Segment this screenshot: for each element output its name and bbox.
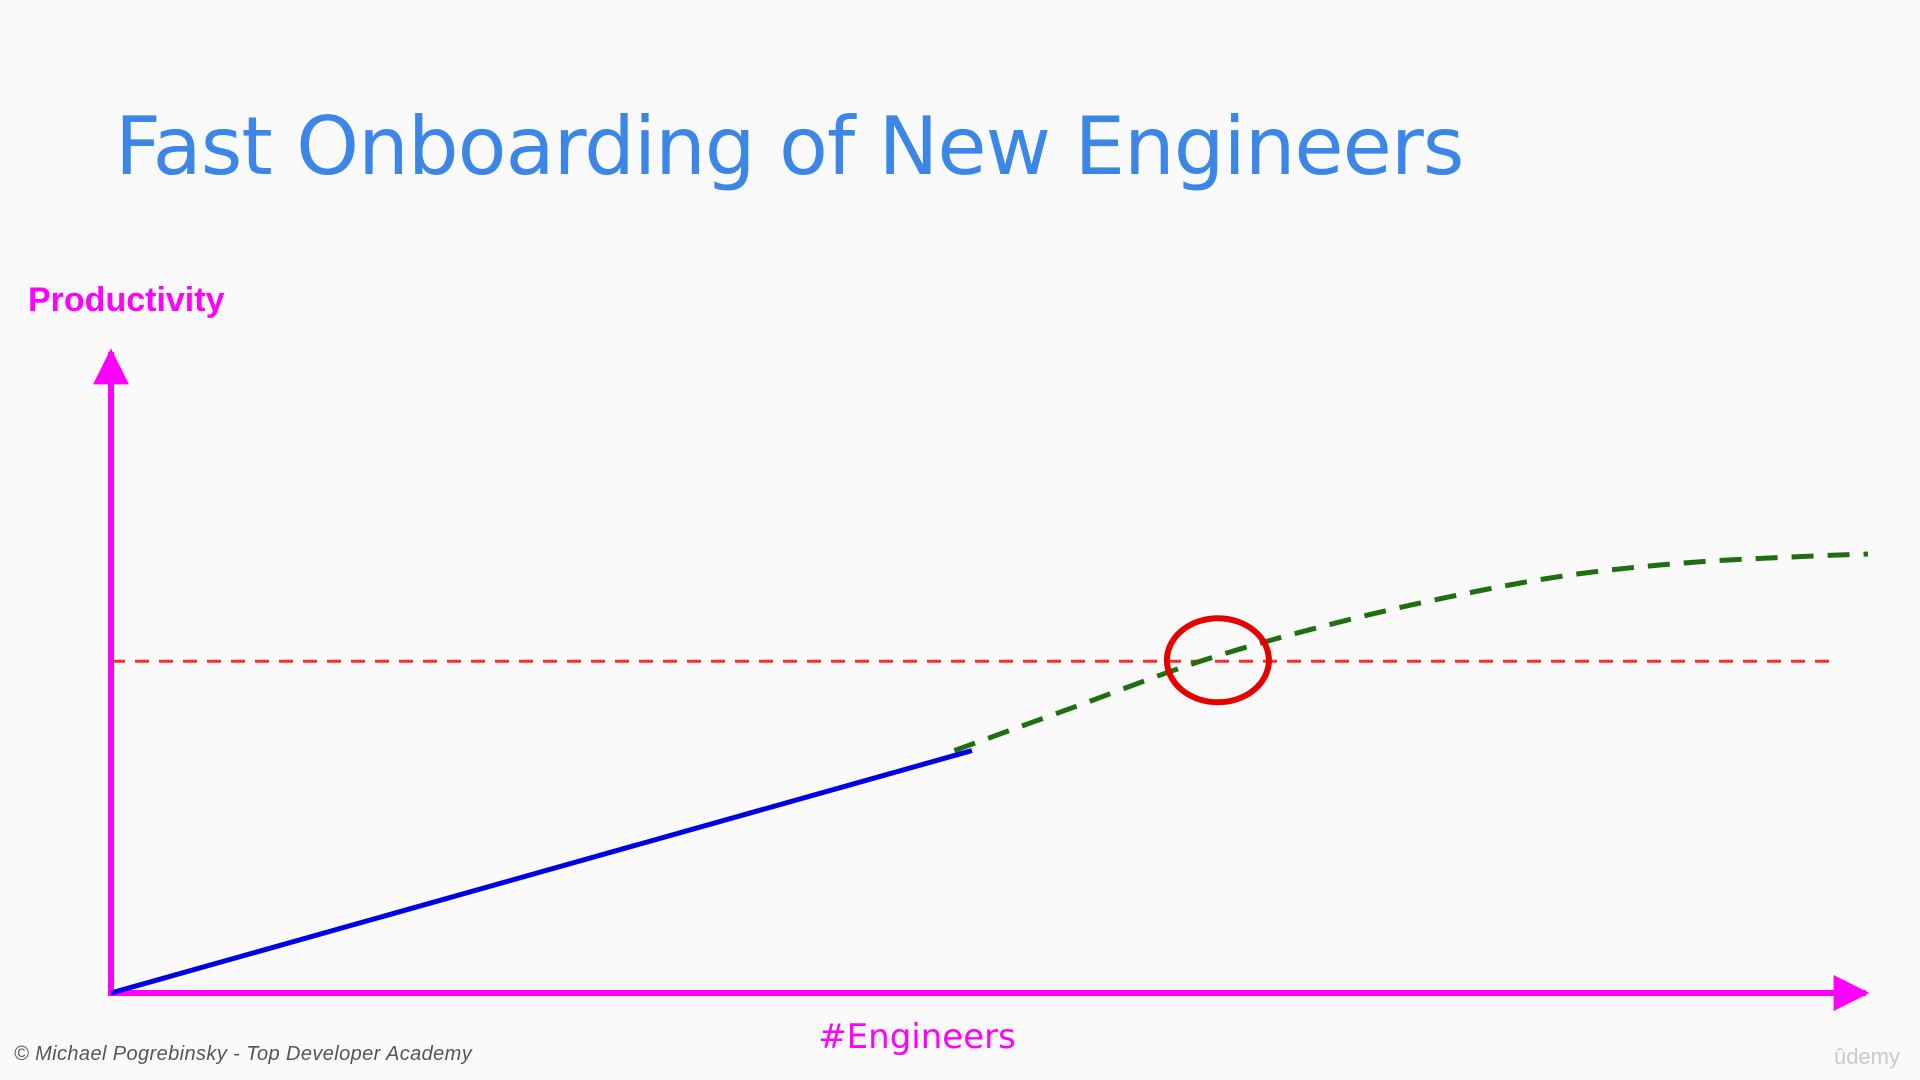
intersection-highlight-circle <box>1163 615 1272 706</box>
slide-title: Fast Onboarding of New Engineers <box>115 100 1464 193</box>
plot-area <box>110 551 1869 996</box>
footer-credit: © Michael Pogrebinsky - Top Developer Ac… <box>14 1043 473 1065</box>
x-axis-label: #Engineers <box>818 1017 1016 1057</box>
actual-productivity-line <box>110 748 973 996</box>
y-axis-label: Productivity <box>28 281 225 319</box>
projected-productivity-line <box>953 551 1869 753</box>
brand-watermark: ûdemy <box>1833 1044 1900 1069</box>
